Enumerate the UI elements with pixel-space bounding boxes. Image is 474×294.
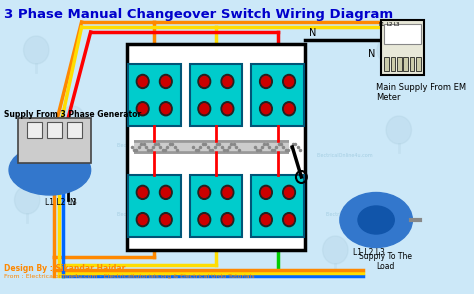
- Circle shape: [200, 215, 209, 225]
- Circle shape: [223, 215, 232, 225]
- Bar: [47, 122, 62, 138]
- Bar: [410, 57, 414, 71]
- Text: L3: L3: [393, 22, 400, 27]
- Ellipse shape: [340, 193, 412, 248]
- Circle shape: [169, 46, 194, 74]
- Circle shape: [200, 104, 209, 114]
- Circle shape: [138, 215, 147, 225]
- Circle shape: [137, 213, 149, 227]
- Circle shape: [284, 76, 293, 86]
- Circle shape: [159, 185, 172, 199]
- Bar: [128, 64, 181, 126]
- Circle shape: [60, 106, 85, 134]
- Circle shape: [261, 187, 271, 197]
- Circle shape: [137, 102, 149, 116]
- Circle shape: [284, 215, 293, 225]
- Circle shape: [359, 196, 384, 224]
- Bar: [384, 57, 389, 71]
- Text: N: N: [368, 49, 375, 59]
- Text: From : Electricalonline4u.com - Electricaltutorials.org & Electrical Urdu Tutori: From : Electricalonline4u.com - Electric…: [4, 274, 254, 279]
- Circle shape: [221, 213, 234, 227]
- Bar: [397, 57, 401, 71]
- Text: ElectricalOnline4u.com: ElectricalOnline4u.com: [217, 143, 273, 148]
- Bar: [251, 64, 304, 126]
- Text: Supply To The
Load: Supply To The Load: [359, 252, 412, 271]
- Circle shape: [161, 215, 170, 225]
- Bar: [190, 64, 242, 126]
- Circle shape: [221, 74, 234, 88]
- Circle shape: [137, 185, 149, 199]
- Circle shape: [161, 76, 170, 86]
- Circle shape: [161, 187, 170, 197]
- Circle shape: [200, 76, 209, 86]
- Text: L1 L2 L3: L1 L2 L3: [46, 198, 77, 207]
- Circle shape: [138, 104, 147, 114]
- Circle shape: [132, 206, 158, 234]
- Circle shape: [261, 215, 271, 225]
- Text: Design By : Sikandar Haidar: Design By : Sikandar Haidar: [4, 264, 125, 273]
- Text: ElectricalOnline4u.com: ElectricalOnline4u.com: [325, 213, 382, 218]
- Circle shape: [221, 185, 234, 199]
- Bar: [403, 57, 408, 71]
- Circle shape: [283, 102, 295, 116]
- Circle shape: [159, 213, 172, 227]
- Circle shape: [223, 76, 232, 86]
- Bar: [251, 175, 304, 237]
- Text: N: N: [69, 198, 74, 207]
- Bar: [67, 122, 82, 138]
- Circle shape: [221, 102, 234, 116]
- Bar: [391, 57, 395, 71]
- Ellipse shape: [9, 145, 91, 195]
- Ellipse shape: [358, 206, 394, 234]
- Circle shape: [284, 104, 293, 114]
- Circle shape: [200, 187, 209, 197]
- Text: Main Supply From EM
Meter: Main Supply From EM Meter: [376, 83, 466, 102]
- Circle shape: [261, 76, 271, 86]
- Circle shape: [159, 102, 172, 116]
- Circle shape: [283, 74, 295, 88]
- Circle shape: [138, 187, 147, 197]
- Circle shape: [24, 36, 49, 64]
- Text: 3 Phase Manual Changeover Switch Wiring Diagram: 3 Phase Manual Changeover Switch Wiring …: [4, 8, 393, 21]
- Text: L1 L2 L3: L1 L2 L3: [354, 248, 385, 257]
- Bar: [190, 175, 242, 237]
- Circle shape: [138, 76, 147, 86]
- Circle shape: [198, 185, 210, 199]
- Bar: [384, 24, 420, 44]
- Text: L2: L2: [386, 22, 392, 27]
- Text: Supply From 3 Phase Generator: Supply From 3 Phase Generator: [4, 110, 141, 119]
- Circle shape: [198, 213, 210, 227]
- Circle shape: [386, 116, 411, 144]
- Circle shape: [260, 102, 272, 116]
- Circle shape: [260, 213, 272, 227]
- Bar: [18, 118, 91, 163]
- Circle shape: [137, 74, 149, 88]
- Bar: [27, 122, 42, 138]
- Bar: [381, 20, 424, 75]
- Text: ElectricalOnline4u.com: ElectricalOnline4u.com: [117, 213, 173, 218]
- Text: N: N: [309, 28, 317, 38]
- Circle shape: [260, 74, 272, 88]
- Circle shape: [283, 185, 295, 199]
- Bar: [416, 57, 420, 71]
- Text: ElectricalOnline4u.com: ElectricalOnline4u.com: [117, 143, 173, 148]
- Circle shape: [261, 104, 271, 114]
- Bar: [128, 175, 181, 237]
- Text: ElectricalOnline4u.com: ElectricalOnline4u.com: [226, 213, 282, 218]
- Bar: [127, 44, 305, 250]
- Circle shape: [161, 104, 170, 114]
- Circle shape: [198, 74, 210, 88]
- Circle shape: [377, 36, 402, 64]
- Circle shape: [283, 213, 295, 227]
- Circle shape: [260, 185, 272, 199]
- Text: L1: L1: [379, 22, 385, 27]
- Circle shape: [284, 187, 293, 197]
- Circle shape: [223, 104, 232, 114]
- Circle shape: [223, 187, 232, 197]
- Text: ElectricalOnline4u.com: ElectricalOnline4u.com: [316, 153, 373, 158]
- Circle shape: [15, 186, 40, 214]
- Circle shape: [323, 236, 348, 264]
- Circle shape: [198, 102, 210, 116]
- Circle shape: [159, 74, 172, 88]
